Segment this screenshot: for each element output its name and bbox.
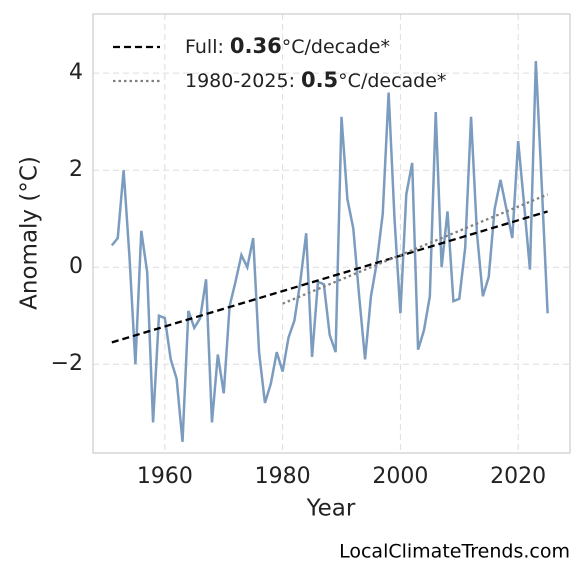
source: LocalClimateTrends.com bbox=[339, 541, 570, 563]
x-axis-label: Year bbox=[306, 496, 356, 522]
x-tick-label: 2020 bbox=[490, 464, 546, 489]
x-tick-label: 1980 bbox=[255, 464, 311, 489]
trend-line bbox=[111, 210, 548, 344]
legend-label: 1980-2025: 0.5°C/decade* bbox=[185, 68, 446, 92]
plot-frame bbox=[92, 13, 571, 454]
y-tick-label: 0 bbox=[69, 254, 83, 279]
legend-suffix: °C/decade* bbox=[338, 70, 446, 92]
legend-label: Full: 0.36°C/decade* bbox=[185, 34, 390, 58]
y-tick-label: 2 bbox=[69, 157, 83, 182]
legend-prefix: Full: bbox=[185, 36, 224, 58]
legend-bold: 0.5 bbox=[301, 68, 338, 92]
y-axis-label: Anomaly (°C) bbox=[17, 156, 43, 310]
x-tick-label: 2000 bbox=[372, 464, 428, 489]
y-tick-label: −2 bbox=[51, 351, 83, 376]
legend-bold: 0.36 bbox=[230, 34, 282, 58]
x-tick-label: 1960 bbox=[137, 464, 193, 489]
legend-suffix: °C/decade* bbox=[282, 36, 390, 58]
legend-prefix: 1980-2025: bbox=[185, 70, 295, 92]
data-line bbox=[110, 60, 549, 442]
y-tick-label: 4 bbox=[69, 60, 83, 85]
trend-line bbox=[282, 193, 549, 305]
